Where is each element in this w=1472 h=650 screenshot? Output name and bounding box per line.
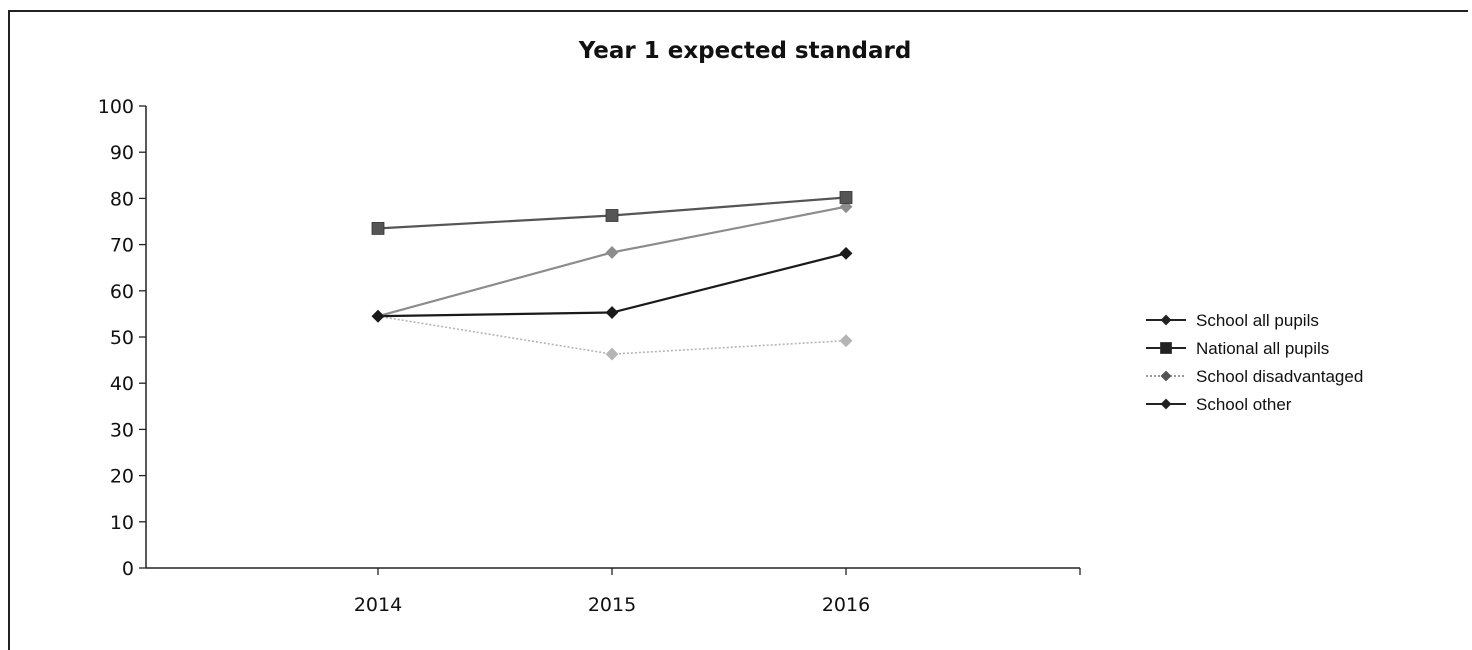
y-tick-label: 40	[110, 373, 134, 395]
legend-marker-2	[1160, 370, 1172, 382]
series-2-point-2	[839, 334, 853, 348]
legend-marker-1	[1160, 342, 1172, 354]
series-markers	[371, 191, 853, 361]
chart-axes	[145, 106, 1080, 569]
y-tick-label: 50	[110, 327, 134, 349]
legend-label-2: School disadvantaged	[1196, 367, 1363, 386]
series-0-point-2	[839, 246, 853, 260]
y-tick-label: 70	[110, 235, 134, 257]
legend-label-3: School other	[1196, 395, 1292, 414]
y-tick-label: 30	[110, 419, 134, 441]
legend-marker-3	[1160, 398, 1172, 410]
y-tick-label: 90	[110, 142, 134, 164]
series-0-point-1	[605, 306, 619, 319]
series-line-3	[377, 205, 847, 318]
legend-label-1: National all pupils	[1196, 339, 1329, 358]
y-tick-label: 100	[98, 96, 134, 118]
x-tick-label: 2014	[354, 594, 402, 616]
series-2-point-1	[605, 347, 619, 361]
series-3-point-1	[605, 246, 619, 259]
series-1-point-2	[839, 191, 853, 204]
series-1-point-1	[605, 209, 619, 222]
y-tick-label: 80	[110, 188, 134, 210]
series-1-point-0	[371, 222, 385, 235]
legend-label-0: School all pupils	[1196, 311, 1319, 330]
x-tick-label: 2015	[588, 594, 636, 616]
chart-frame	[8, 10, 1468, 650]
chart-title: Year 1 expected standard	[578, 38, 912, 64]
legend-marker-0	[1160, 314, 1172, 326]
x-axis-ticks: 2014 2015 2016	[354, 568, 1081, 616]
x-tick-label: 2016	[822, 594, 870, 616]
y-tick-label: 20	[110, 466, 134, 488]
y-tick-label: 0	[122, 558, 134, 580]
series-0-point-0	[371, 309, 385, 323]
y-tick-label: 10	[110, 512, 134, 534]
legend: School all pupils National all pupils Scho…	[1146, 311, 1363, 414]
y-tick-label: 60	[110, 281, 134, 303]
y-axis-ticks: 0 10 20 30 40 50 60 70 80 90 100	[98, 96, 146, 580]
